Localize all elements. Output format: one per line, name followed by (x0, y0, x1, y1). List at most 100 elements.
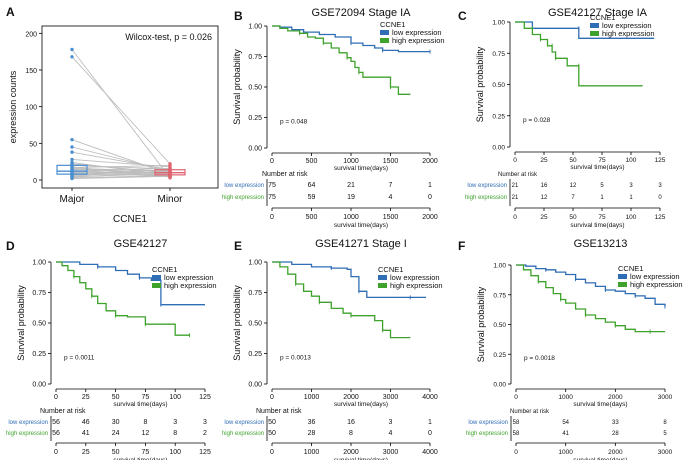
risk-cell: 28 (612, 431, 619, 437)
x-tick-label: 0 (54, 394, 58, 401)
risk-x-tick-label: 125 (655, 214, 666, 221)
risk-row-label: high expression (222, 195, 264, 201)
risk-row-label: high expression (6, 431, 48, 437)
x-tick-label: 3000 (383, 394, 399, 401)
legend-title: CCNE1 (380, 20, 405, 29)
pair-line (71, 56, 171, 165)
y-tick-label: 1.00 (248, 24, 262, 31)
risk-x-tick-label: 3000 (383, 449, 399, 456)
y-tick-label: 0.50 (248, 321, 262, 328)
y-tick-label: 0.00 (492, 145, 505, 152)
risk-cell: 12 (570, 183, 577, 189)
risk-row-label: low expression (224, 420, 264, 426)
panel-d-km: GSE42127 0.00 0.25 0.50 0.75 1.00 0 25 50 75 100 12… (6, 238, 217, 460)
p-value: p = 0.028 (523, 117, 551, 124)
risk-x-axis-title: survival time(days) (334, 457, 388, 460)
major-point (70, 137, 74, 142)
x-tick-label: 50 (112, 394, 120, 401)
risk-cell: 12 (142, 430, 150, 437)
risk-x-tick-label: 0 (514, 449, 518, 456)
x-tick-label: 100 (626, 157, 637, 164)
risk-x-tick-label: 500 (306, 214, 318, 221)
x-tick-label: 3000 (658, 394, 673, 401)
risk-cell: 24 (112, 430, 120, 437)
risk-cell: 59 (308, 194, 316, 201)
risk-cell: 0 (658, 195, 662, 201)
risk-cell: 19 (347, 194, 355, 201)
x-tick-label: 0 (270, 394, 274, 401)
legend-title: CCNE1 (618, 264, 643, 273)
x-tick-label: 1000 (304, 394, 320, 401)
legend-swatch (378, 275, 387, 280)
risk-cell: 46 (82, 419, 90, 426)
x-tick-label: 1000 (558, 394, 573, 401)
legend-entry: high expression (392, 36, 445, 45)
legend-swatch (590, 23, 599, 28)
risk-cell: 7 (571, 195, 575, 201)
risk-x-tick-label: 100 (626, 214, 637, 221)
major-point (70, 47, 74, 52)
risk-x-tick-label: 0 (270, 449, 274, 456)
risk-table-title: Number at risk (498, 172, 538, 178)
x-tick-label: 100 (169, 394, 181, 401)
risk-row-label: high expression (222, 431, 264, 437)
p-value: p = 0.0011 (64, 355, 95, 362)
x-tick-label: 0 (270, 158, 274, 165)
risk-cell: 8 (173, 430, 177, 437)
x-tick-label: 2000 (422, 158, 438, 165)
panel-b-km: GSE72094 Stage IA 0.00 0.25 0.50 0.75 1.00 0 50… (222, 7, 445, 229)
y-tick-label: 0 (33, 178, 37, 185)
x-tick-label: 2000 (608, 394, 623, 401)
legend-entry: low expression (390, 273, 440, 282)
risk-x-axis-title: survival time(days) (334, 222, 388, 229)
legend-entry: low expression (630, 272, 680, 281)
risk-row-label: low expression (467, 183, 507, 189)
x-axis-title: survival time(days) (334, 165, 388, 172)
y-axis-title: Survival probability (232, 285, 242, 361)
risk-x-tick-label: 2000 (343, 449, 359, 456)
risk-cell: 8 (143, 419, 147, 426)
legend-swatch (378, 283, 387, 288)
y-tick-label: 0.00 (248, 382, 262, 389)
x-tick-label: 25 (82, 394, 90, 401)
risk-x-tick-label: 0 (270, 214, 274, 221)
x-tick-label: 0 (513, 157, 517, 164)
risk-cell: 41 (82, 430, 90, 437)
risk-cell: 3 (389, 419, 393, 426)
risk-table-title: Number at risk (40, 408, 86, 415)
y-tick-label: 0.75 (492, 51, 505, 58)
x-tick-label: 125 (199, 394, 211, 401)
risk-x-tick-label: 0 (54, 449, 58, 456)
risk-cell: 1 (428, 419, 432, 426)
y-tick-label: 150 (25, 68, 37, 75)
pair-line (71, 164, 171, 168)
y-tick-label: 0.25 (492, 113, 505, 120)
x-tick-label: 1000 (343, 158, 359, 165)
y-tick-label: 0.75 (248, 290, 262, 297)
risk-x-tick-label: 25 (540, 214, 548, 221)
risk-x-tick-label: 3000 (658, 449, 673, 456)
risk-x-tick-label: 75 (142, 449, 150, 456)
risk-cell: 1 (600, 195, 604, 201)
major-point (70, 55, 74, 59)
risk-x-tick-label: 125 (199, 449, 211, 456)
x-axis-title: CCNE1 (113, 214, 147, 225)
minor-point (168, 170, 172, 175)
y-tick-label: 0.00 (248, 146, 262, 153)
risk-x-axis-title: survival time(days) (573, 457, 627, 460)
risk-cell: 0 (428, 194, 432, 201)
legend-title: CCNE1 (378, 265, 403, 274)
risk-table-title: Number at risk (510, 409, 550, 415)
low-expression-curve (56, 261, 205, 306)
risk-x-tick-label: 1000 (304, 449, 320, 456)
pair-line (71, 49, 171, 179)
pair-line (71, 169, 171, 175)
x-tick-label: 125 (655, 157, 666, 164)
risk-x-tick-label: 1500 (383, 214, 399, 221)
x-tick-label: Major (59, 194, 85, 205)
p-value: p = 0.0018 (524, 355, 555, 362)
chart-title: GSE41271 Stage I (315, 238, 407, 250)
major-point (70, 150, 74, 154)
risk-cell: 21 (512, 195, 519, 201)
